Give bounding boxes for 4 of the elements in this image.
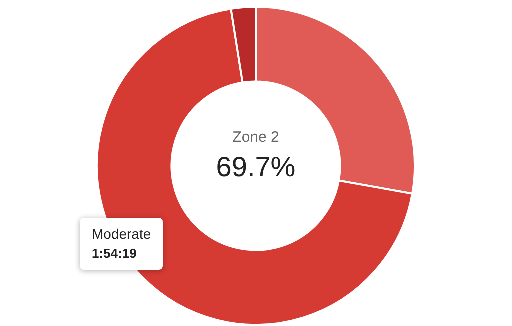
slice-label: Moderate xyxy=(92,226,152,242)
text: 1:54:19 xyxy=(92,245,138,263)
data-label: 69.7% xyxy=(216,152,296,183)
text: Zone 2 xyxy=(232,129,280,146)
